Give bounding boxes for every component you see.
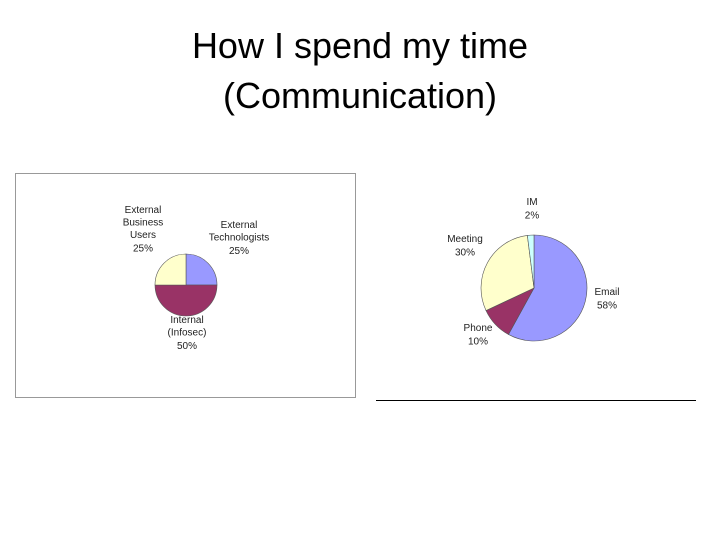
slide-title: How I spend my time [192, 25, 528, 66]
pie-slice [154, 284, 218, 317]
slice-label: IM [526, 197, 537, 208]
slice-label: Email [594, 287, 619, 298]
pie-slice [508, 234, 588, 342]
value-label: 10% [468, 337, 488, 348]
slice-label: External [125, 205, 162, 216]
value-label: 30% [455, 248, 475, 259]
pie-slice [527, 234, 535, 289]
slice-label: Phone [464, 323, 493, 334]
value-label: 2% [525, 211, 540, 222]
slice-label: Users [130, 230, 156, 241]
value-label: 58% [597, 301, 617, 312]
pie-slice [154, 253, 187, 286]
slice-label: Internal [170, 315, 203, 326]
slice-label: Business [123, 218, 164, 229]
slice-label: Technologists [209, 233, 270, 244]
pie-slice [185, 253, 218, 286]
slice-label: External [221, 220, 258, 231]
slide-title: (Communication) [223, 75, 497, 116]
slice-label: (Infosec) [168, 328, 207, 339]
pie-slice [480, 235, 535, 311]
slice-label: Meeting [447, 234, 483, 245]
chart-frame [15, 173, 356, 398]
value-label: 25% [229, 246, 249, 257]
value-label: 50% [177, 341, 197, 352]
value-label: 25% [133, 244, 153, 255]
